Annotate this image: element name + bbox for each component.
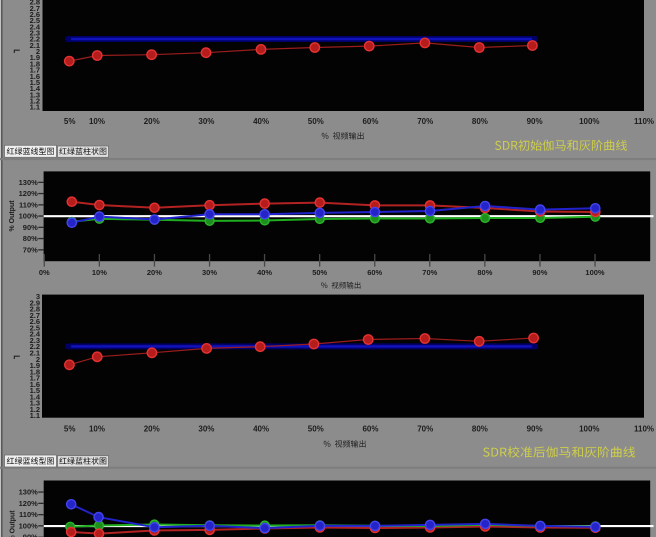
svg-text:1.5: 1.5: [30, 386, 40, 395]
svg-text:1.6: 1.6: [30, 380, 40, 389]
svg-text:2: 2: [36, 47, 40, 56]
svg-text:10%: 10%: [89, 425, 105, 434]
svg-text:120%: 120%: [19, 189, 39, 198]
svg-text:2.5: 2.5: [30, 16, 40, 25]
svg-text:110%: 110%: [634, 425, 654, 434]
svg-text:2.7: 2.7: [30, 4, 40, 13]
svg-text:1.7: 1.7: [30, 66, 40, 75]
svg-text:1.4: 1.4: [30, 392, 41, 401]
svg-text:110%: 110%: [634, 117, 654, 126]
svg-text:2.8: 2.8: [30, 305, 40, 314]
svg-text:2.4: 2.4: [30, 22, 41, 31]
svg-text:20%: 20%: [144, 117, 160, 126]
svg-text:2.1: 2.1: [30, 349, 40, 358]
svg-text:40%: 40%: [253, 117, 269, 126]
svg-text:60%: 60%: [367, 268, 382, 277]
svg-text:1.4: 1.4: [30, 84, 41, 93]
svg-text:2.1: 2.1: [30, 41, 40, 50]
svg-text:1.6: 1.6: [30, 72, 40, 81]
svg-text:30%: 30%: [198, 425, 214, 434]
svg-text:2.5: 2.5: [30, 324, 40, 333]
svg-text:110%: 110%: [19, 510, 38, 519]
svg-text:130%: 130%: [19, 178, 39, 187]
svg-text:1.7: 1.7: [30, 374, 40, 383]
svg-text:1.3: 1.3: [30, 399, 40, 408]
svg-text:80%: 80%: [472, 117, 488, 126]
svg-text:10%: 10%: [92, 268, 107, 277]
svg-text:130%: 130%: [19, 488, 39, 497]
svg-text:1.1: 1.1: [30, 411, 40, 420]
svg-text:5%: 5%: [64, 425, 76, 434]
svg-text:2.4: 2.4: [30, 330, 41, 339]
svg-text:90%: 90%: [527, 117, 543, 126]
svg-text:2.6: 2.6: [30, 10, 40, 19]
svg-text:90%: 90%: [23, 223, 38, 232]
svg-text:5%: 5%: [64, 117, 76, 126]
svg-text:2.2: 2.2: [30, 342, 40, 351]
svg-text:70%: 70%: [422, 268, 437, 277]
svg-text:100%: 100%: [19, 212, 39, 221]
svg-text:40%: 40%: [257, 268, 272, 277]
svg-text:% Output: % Output: [9, 510, 16, 537]
svg-text:2: 2: [36, 355, 40, 364]
svg-text:70%: 70%: [417, 425, 433, 434]
svg-text:2.3: 2.3: [30, 29, 40, 38]
svg-text:1.2: 1.2: [30, 405, 40, 414]
svg-text:0%: 0%: [39, 268, 50, 277]
svg-text:80%: 80%: [472, 425, 488, 434]
svg-text:100%: 100%: [579, 117, 599, 126]
svg-text:3: 3: [36, 292, 40, 301]
svg-text:1.2: 1.2: [30, 97, 40, 106]
svg-text:100%: 100%: [585, 268, 605, 277]
svg-text:50%: 50%: [308, 117, 324, 126]
svg-text:2.2: 2.2: [30, 35, 40, 44]
svg-text:10%: 10%: [89, 117, 105, 126]
svg-text:50%: 50%: [312, 268, 327, 277]
svg-text:60%: 60%: [362, 117, 378, 126]
svg-text:1.9: 1.9: [30, 361, 40, 370]
svg-text:40%: 40%: [253, 425, 269, 434]
svg-text:120%: 120%: [19, 499, 39, 508]
svg-text:80%: 80%: [477, 268, 492, 277]
svg-text:50%: 50%: [308, 425, 324, 434]
svg-text:90%: 90%: [23, 533, 38, 537]
svg-text:70%: 70%: [23, 245, 38, 254]
svg-text:1.8: 1.8: [30, 59, 40, 68]
svg-text:30%: 30%: [198, 117, 214, 126]
svg-text:100%: 100%: [19, 521, 39, 530]
svg-text:100%: 100%: [579, 425, 599, 434]
svg-text:1.5: 1.5: [30, 78, 40, 87]
svg-text:1.1: 1.1: [30, 103, 40, 112]
svg-text:2.8: 2.8: [30, 0, 40, 7]
svg-text:1.3: 1.3: [30, 90, 40, 99]
svg-text:2.9: 2.9: [30, 299, 40, 308]
svg-text:1.8: 1.8: [30, 367, 40, 376]
svg-text:2.7: 2.7: [30, 311, 40, 320]
svg-text:20%: 20%: [144, 425, 160, 434]
svg-text:60%: 60%: [362, 425, 378, 434]
svg-text:90%: 90%: [532, 268, 547, 277]
svg-text:90%: 90%: [527, 425, 543, 434]
svg-text:1.9: 1.9: [30, 53, 40, 62]
svg-text:30%: 30%: [202, 268, 217, 277]
svg-text:% Output: % Output: [9, 200, 16, 232]
svg-text:110%: 110%: [19, 200, 38, 209]
svg-text:2.3: 2.3: [30, 336, 40, 345]
svg-text:70%: 70%: [417, 117, 433, 126]
svg-text:2.6: 2.6: [30, 317, 40, 326]
svg-text:20%: 20%: [147, 268, 162, 277]
svg-text:80%: 80%: [23, 234, 38, 243]
